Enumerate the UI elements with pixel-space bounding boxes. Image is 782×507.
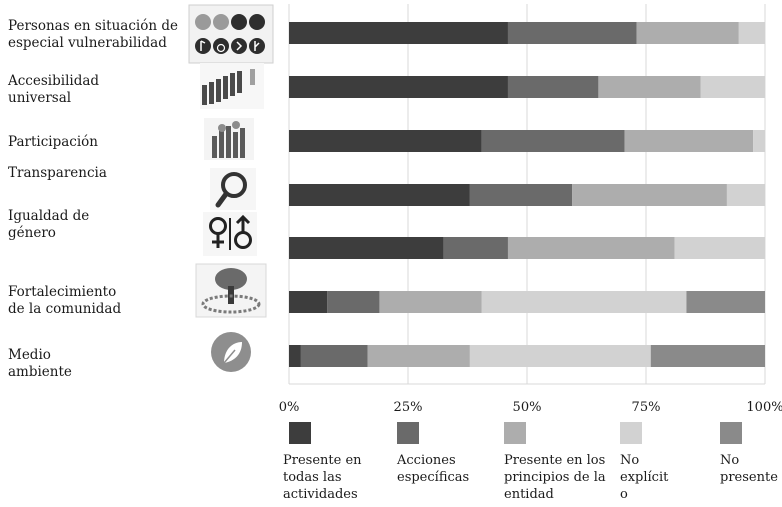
bar-segment xyxy=(481,130,625,152)
bar-segment xyxy=(572,184,727,206)
bar-segment xyxy=(469,184,573,206)
bar-segment xyxy=(624,130,754,152)
legend-swatch xyxy=(620,422,642,444)
x-tick-label: 0% xyxy=(279,400,300,415)
figures-crowd-icon xyxy=(200,63,264,109)
bar-segment xyxy=(367,345,470,367)
bar-segment xyxy=(289,237,444,259)
bar-segment xyxy=(636,22,739,44)
bar-segment xyxy=(738,22,765,44)
bar-segment xyxy=(327,291,380,313)
bar-segment xyxy=(469,345,651,367)
bar-segment xyxy=(753,130,765,152)
bar-segment xyxy=(674,237,765,259)
bar-segment xyxy=(650,345,765,367)
category-label: Personas en situación de especial vulner… xyxy=(8,18,178,51)
bar-segment xyxy=(726,184,765,206)
category-label: Igualdad de género xyxy=(8,208,90,241)
x-axis: 0% 25% 50% 75% 100% xyxy=(279,383,782,415)
legend-label: No explícit o xyxy=(620,453,669,502)
gender-symbols-icon xyxy=(203,212,257,256)
legend-label: Presente en todas las actividades xyxy=(283,453,362,502)
bar-segment xyxy=(379,291,482,313)
legend-label: Acciones específicas xyxy=(397,453,470,485)
legend-swatch xyxy=(504,422,526,444)
legend xyxy=(289,422,742,444)
bar-segment xyxy=(289,291,328,313)
legend-swatch xyxy=(397,422,419,444)
x-tick-label: 50% xyxy=(513,400,542,415)
category-label: Accesibilidad universal xyxy=(8,73,100,106)
category-label: Fortalecimiento de la comunidad xyxy=(8,284,122,317)
bar-segment xyxy=(598,76,701,98)
bar-segment xyxy=(289,130,482,152)
x-tick-label: 75% xyxy=(632,400,661,415)
bar-segment xyxy=(300,345,368,367)
category-icons xyxy=(188,4,274,372)
bar-segment xyxy=(289,76,508,98)
x-tick-label: 100% xyxy=(746,400,782,415)
bar-segment xyxy=(481,291,687,313)
legend-label: No presente xyxy=(720,453,778,485)
bar-segment xyxy=(686,291,765,313)
disability-icons xyxy=(188,4,274,64)
magnifier-icon xyxy=(210,168,256,210)
bars xyxy=(289,22,765,367)
legend-swatch xyxy=(289,422,311,444)
legend-label: Presente en los principios de la entidad xyxy=(504,453,606,502)
category-label: Participación xyxy=(8,134,98,150)
bar-segment xyxy=(443,237,508,259)
bar-segment xyxy=(700,76,765,98)
leaf-icon xyxy=(211,332,251,372)
raised-hands-icon xyxy=(204,118,254,160)
bar-segment xyxy=(289,345,301,367)
community-tree-icon xyxy=(195,263,267,318)
bar-segment xyxy=(507,22,637,44)
legend-swatch xyxy=(720,422,742,444)
bar-segment xyxy=(507,237,675,259)
category-label: Transparencia xyxy=(8,165,107,181)
bar-segment xyxy=(289,184,470,206)
bar-segment xyxy=(289,22,508,44)
x-tick-label: 25% xyxy=(394,400,423,415)
category-label: Medio ambiente xyxy=(8,347,72,380)
bar-segment xyxy=(507,76,599,98)
